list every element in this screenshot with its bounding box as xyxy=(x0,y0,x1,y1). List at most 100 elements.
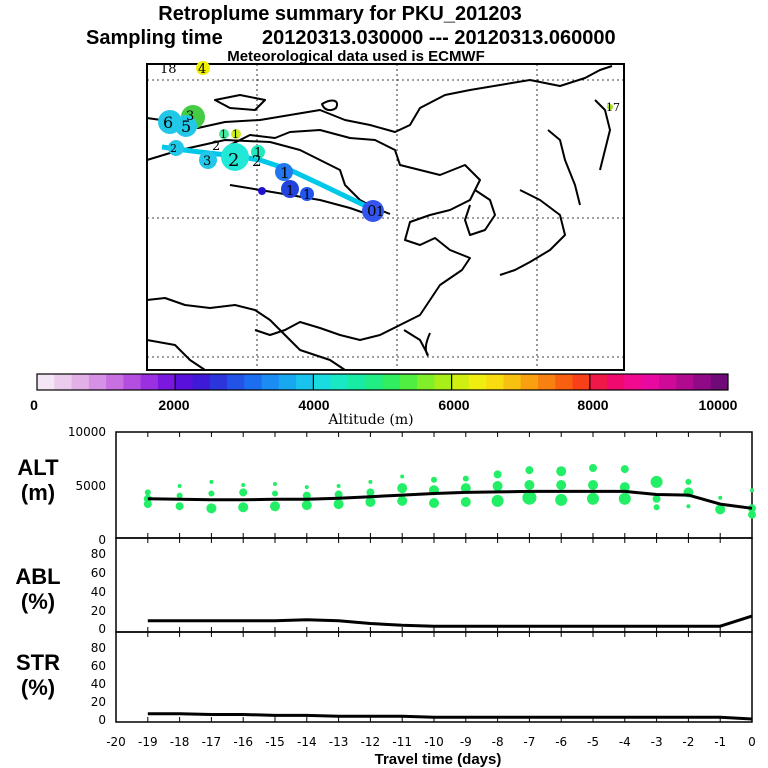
altitude-point xyxy=(175,502,184,511)
str-ytick: 60 xyxy=(91,659,106,673)
colorbar-swatch xyxy=(330,374,349,390)
str-label: STR xyxy=(16,650,60,675)
altitude-point xyxy=(748,504,756,513)
altitude-point xyxy=(366,488,375,497)
altitude-point xyxy=(431,476,437,483)
altitude-point xyxy=(397,495,408,506)
map-graticule xyxy=(147,64,624,370)
x-tick-label: -2 xyxy=(682,735,694,749)
str-ytick: 80 xyxy=(91,641,106,655)
colorbar-swatch xyxy=(572,374,591,390)
altitude-point xyxy=(429,498,439,509)
colorbar-swatch xyxy=(106,374,124,390)
altitude-point xyxy=(460,483,471,494)
alt-label: ALT xyxy=(17,455,59,480)
altitude-point xyxy=(239,488,248,497)
altitude-point xyxy=(400,474,405,479)
alt-ytick: 10000 xyxy=(68,425,106,439)
x-tick-label: -15 xyxy=(265,735,285,749)
colorbar-swatch xyxy=(261,374,280,390)
colorbar-swatch xyxy=(658,374,677,390)
map-coastlines xyxy=(146,65,613,371)
colorbar-swatch xyxy=(365,374,383,390)
x-tick-label: -13 xyxy=(329,735,349,749)
altitude-point xyxy=(493,470,502,479)
cluster-marker xyxy=(281,180,299,198)
colorbar-swatch xyxy=(88,374,107,390)
cluster-marker xyxy=(362,200,384,222)
alt-ytick: 0 xyxy=(98,533,106,547)
map-label: 2 xyxy=(252,152,262,170)
altitude-point xyxy=(491,494,504,507)
altitude-point xyxy=(241,483,246,487)
x-tick-label: -20 xyxy=(106,735,126,749)
cluster-marker xyxy=(196,61,210,75)
map-label: 1 xyxy=(254,146,262,161)
colorbar-swatch xyxy=(71,374,90,390)
colorbar-outline xyxy=(36,373,729,391)
abl-ytick: 20 xyxy=(91,604,106,618)
colorbar-swatch xyxy=(693,374,712,390)
altitude-point xyxy=(524,480,535,490)
met-note: Meteorological data used is ECMWF xyxy=(227,48,485,65)
cluster-marker xyxy=(275,163,293,181)
x-tick-label: -10 xyxy=(424,735,444,749)
altitude-point xyxy=(270,501,280,512)
colorbar-swatch xyxy=(399,374,418,390)
altitude-point xyxy=(620,465,629,474)
altitude-point xyxy=(587,492,599,505)
altitude-point xyxy=(272,490,278,497)
x-tick-label: -4 xyxy=(619,735,631,749)
str-ytick: 0 xyxy=(98,713,106,727)
cluster-marker xyxy=(231,129,241,139)
colorbar-swatch xyxy=(157,374,176,390)
altitude-point xyxy=(492,481,503,492)
altitude-point xyxy=(718,495,723,500)
x-tick-label: -12 xyxy=(361,735,381,749)
map-label: 3 xyxy=(186,109,194,124)
map-label: 0 xyxy=(367,202,377,220)
x-tick-label: -5 xyxy=(587,735,599,749)
series-line xyxy=(147,712,753,721)
altitude-point xyxy=(273,481,277,486)
map-label: 2 xyxy=(170,142,177,155)
altitude-point xyxy=(462,475,469,482)
colorbar-swatch xyxy=(607,374,625,390)
x-tick-labels: -20 -19 -18 -17 -16 -15 -14 -13 -12 -11 -10 -9 -8 -7-… xyxy=(106,735,756,749)
map-label: 17 xyxy=(606,101,620,114)
map-day-labels: 18 4 6 5 3 2 2 1 3 2 2 1 1 1 1 1 0 1 17 xyxy=(160,62,620,220)
colorbar-swatch xyxy=(209,374,228,390)
cluster-marker xyxy=(219,129,229,139)
altitude-point xyxy=(336,484,341,489)
altitude-point xyxy=(556,466,567,477)
map-label: 4 xyxy=(198,62,206,77)
altitude-point xyxy=(555,493,568,506)
plume-clusters xyxy=(158,61,613,222)
alt-ytick: 5000 xyxy=(75,479,106,493)
cluster-marker xyxy=(175,115,197,137)
colorbar-swatch xyxy=(296,374,314,390)
altitude-colorbar xyxy=(36,373,729,391)
figure-title: Retroplume summary for PKU_201203 xyxy=(158,3,521,25)
time-series-plots xyxy=(115,432,756,722)
map-label: 1 xyxy=(303,188,311,203)
altitude-point xyxy=(715,504,726,515)
abl-panel-frame xyxy=(115,537,753,633)
series-line xyxy=(147,489,753,510)
trajectory-line xyxy=(161,144,382,217)
colorbar-swatch xyxy=(313,374,332,390)
map-label: 5 xyxy=(181,117,191,136)
altitude-point xyxy=(177,484,182,489)
x-tick-label: -18 xyxy=(170,735,190,749)
abl-ytick: 0 xyxy=(98,622,106,636)
colorbar-swatch xyxy=(54,374,73,390)
colorbar-tick: 2000 xyxy=(158,397,189,413)
str-ytick: 40 xyxy=(91,677,106,691)
altitude-point xyxy=(333,499,344,510)
altitude-point xyxy=(750,488,754,493)
altitude-point xyxy=(748,510,756,519)
colorbar-swatch xyxy=(468,374,487,390)
x-tick-label: -6 xyxy=(555,735,567,749)
map-label: 1 xyxy=(280,164,290,182)
